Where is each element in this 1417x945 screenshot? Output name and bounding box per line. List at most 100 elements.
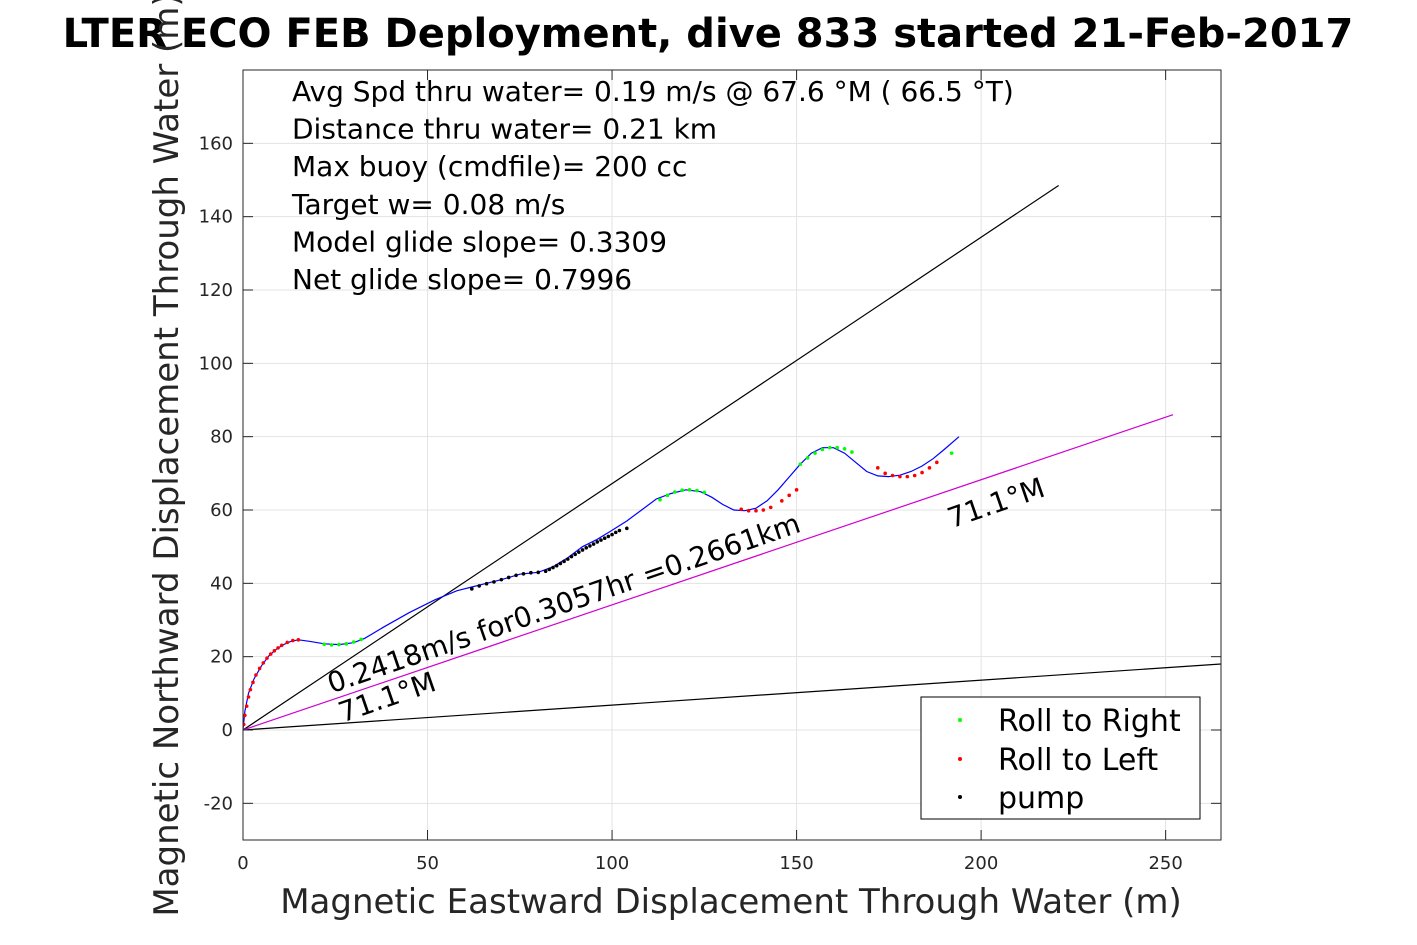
pump-point: [543, 569, 548, 574]
roll-to-left-point: [890, 473, 895, 478]
roll-to-right-point: [665, 493, 670, 498]
x-tick-label: 0: [237, 853, 248, 874]
roll-to-left-point: [761, 508, 766, 512]
pump-point: [562, 559, 566, 564]
roll-to-left-point: [254, 673, 258, 677]
info-line: Target w= 0.08 m/s: [291, 188, 565, 221]
x-axis-label: Magnetic Eastward Displacement Through W…: [280, 882, 1182, 922]
roll-to-right-point: [672, 490, 677, 494]
info-text-block: Avg Spd thru water= 0.19 m/s @ 67.6 °M (…: [291, 75, 1014, 296]
legend-box: [920, 696, 1201, 820]
pump-point: [591, 542, 596, 546]
roll-to-left-point: [272, 649, 277, 653]
y-axis-label: Magnetic Northward Displacement Through …: [147, 0, 187, 917]
y-tick-label: -20: [204, 793, 233, 814]
roll-to-left-point: [898, 474, 902, 479]
pump-point: [536, 570, 541, 575]
x-tick-label: 150: [779, 853, 813, 874]
axis-ticks: 0 50 100 150 200 250 -20 0 20 40 60 80 100 120 140 160: [199, 70, 1221, 874]
y-tick-label: 20: [210, 647, 233, 668]
info-line: Model glide slope= 0.3309: [292, 225, 667, 258]
roll-to-left-point: [243, 722, 246, 727]
pump-point: [492, 580, 496, 584]
y-tick-label: 60: [210, 500, 233, 521]
pump-point: [577, 550, 581, 554]
legend: Roll to Right Roll to Left pump: [920, 696, 1201, 820]
roll-to-left-point: [261, 661, 266, 665]
roll-to-left-point: [285, 640, 290, 645]
pump-point: [529, 570, 533, 575]
y-tick-label: 80: [210, 427, 233, 448]
roll-to-left-point: [768, 505, 773, 510]
roll-to-left-point: [787, 493, 792, 498]
pump-point: [569, 554, 574, 559]
roll-to-right-point: [658, 497, 662, 502]
roll-to-right-point: [835, 445, 839, 450]
pump-point: [595, 540, 600, 544]
roll-to-right-point: [337, 642, 341, 647]
roll-to-left-point: [279, 643, 284, 648]
roll-to-right-point: [820, 447, 825, 452]
roll-to-left-point: [243, 713, 247, 718]
roll-to-right-point: [813, 451, 817, 455]
pump-point: [558, 561, 563, 566]
pump-point: [584, 545, 589, 550]
roll-to-left-point: [257, 666, 262, 671]
roll-to-left-point: [912, 473, 917, 478]
roll-to-left-point: [248, 687, 253, 692]
roll-to-left-point: [291, 638, 295, 643]
pump-point: [565, 557, 570, 561]
data-points: [243, 445, 954, 727]
x-tick-label: 250: [1148, 853, 1182, 874]
pump-point: [547, 567, 552, 572]
pump-point: [484, 581, 489, 586]
glide-cone-lower-line: [243, 663, 1221, 731]
roll-to-left-point: [875, 466, 880, 470]
pump-point: [506, 575, 511, 580]
y-tick-label: 40: [210, 573, 233, 594]
info-line: Max buoy (cmdfile)= 200 cc: [292, 150, 687, 183]
roll-to-right-point: [351, 640, 356, 644]
roll-to-left-point: [794, 488, 799, 492]
roll-to-left-point: [739, 507, 744, 512]
roll-to-left-point: [905, 474, 910, 479]
legend-label-roll-left: Roll to Left: [998, 743, 1158, 778]
y-tick-label: 160: [199, 133, 233, 154]
roll-to-right-point: [805, 456, 810, 460]
roll-to-right-point: [702, 490, 707, 495]
roll-to-left-point: [754, 508, 758, 513]
pump-point: [477, 584, 481, 588]
legend-marker-roll-left: [958, 757, 962, 761]
glide-cone-upper-line: [243, 185, 1059, 731]
info-line: Distance thru water= 0.21 km: [292, 113, 717, 146]
x-tick-label: 200: [964, 853, 998, 874]
roll-to-left-point: [927, 466, 932, 470]
y-tick-label: 0: [222, 720, 233, 741]
roll-to-left-point: [265, 656, 269, 660]
roll-to-left-point: [268, 652, 273, 656]
legend-label-roll-right: Roll to Right: [998, 704, 1181, 739]
chart-title: LTER ECO FEB Deployment, dive 833 starte…: [63, 11, 1354, 57]
pump-point: [551, 565, 555, 570]
legend-marker-pump: [958, 795, 962, 799]
pump-point: [521, 572, 526, 576]
roll-to-right-point: [329, 643, 334, 647]
pump-point: [588, 544, 592, 548]
pump-point: [610, 532, 614, 537]
pump-point: [625, 526, 629, 531]
roll-to-right-point: [687, 488, 692, 492]
track-line: [243, 436, 960, 731]
roll-to-right-point: [949, 451, 954, 455]
pump-point: [613, 530, 618, 535]
info-line: Net glide slope= 0.7996: [292, 263, 632, 296]
y-tick-label: 120: [199, 280, 233, 301]
pump-point: [554, 563, 559, 568]
x-tick-label: 100: [595, 853, 629, 874]
roll-to-left-point: [251, 680, 255, 685]
roll-to-left-point: [780, 499, 784, 503]
track-polyline: [243, 436, 960, 731]
roll-to-left-point: [244, 704, 249, 708]
roll-to-left-point: [883, 471, 887, 476]
pump-point: [499, 577, 504, 582]
